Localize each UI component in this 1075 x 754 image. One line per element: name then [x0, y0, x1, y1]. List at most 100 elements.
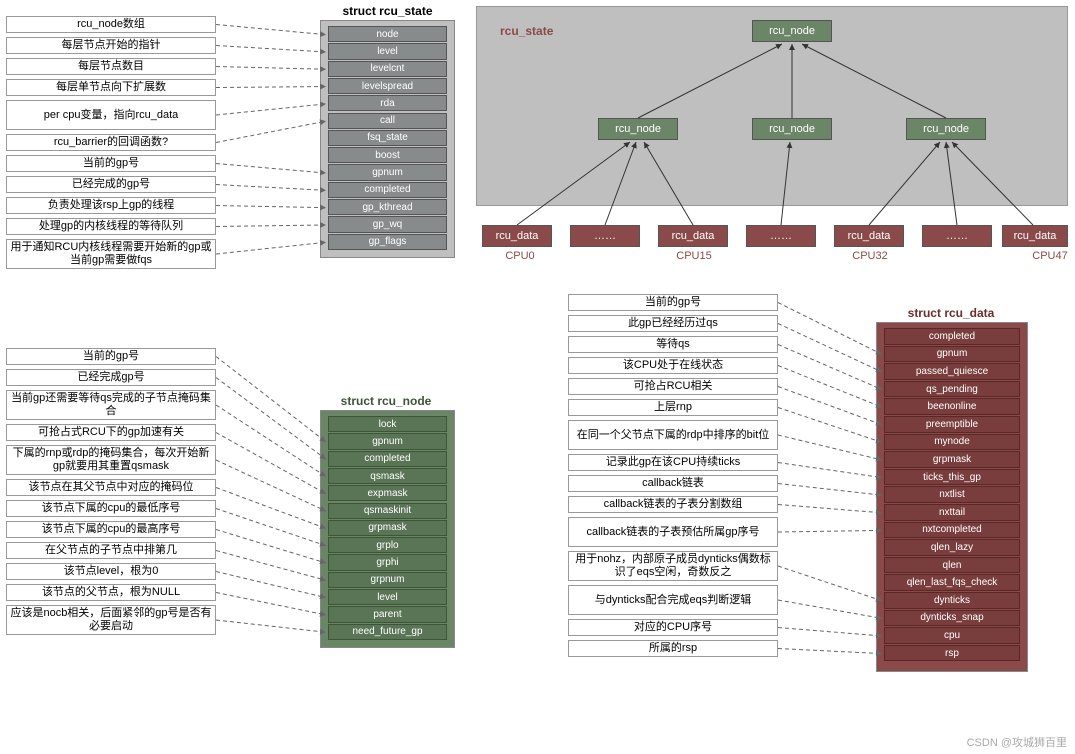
rcu-node-desc: 下属的rnp或rdp的掩码集合，每次开始新gp就要用其重置qsmask: [6, 445, 216, 475]
rcu-data-field: preemptible: [884, 416, 1020, 433]
tree-dots: ……: [746, 225, 816, 247]
rcu-state-desc: rcu_node数组: [6, 16, 216, 33]
rcu-data-field: rsp: [884, 645, 1020, 662]
rcu-data-field: nxtlist: [884, 486, 1020, 503]
rcu-state-field: fsq_state: [328, 130, 447, 146]
rcu-node-field: level: [328, 589, 447, 605]
rcu-data-field: qlen: [884, 557, 1020, 574]
rcu-state-label: rcu_state: [500, 24, 553, 38]
cpu-label: CPU15: [664, 250, 724, 262]
rcu-node-desc: 该节点的父节点，根为NULL: [6, 584, 216, 601]
rcu-node-title: struct rcu_node: [326, 394, 446, 408]
tree-data: rcu_data: [658, 225, 728, 247]
rcu-node-field: grplo: [328, 537, 447, 553]
tree-node: rcu_node: [906, 118, 986, 140]
tree-node: rcu_node: [752, 118, 832, 140]
rcu-node-field: completed: [328, 451, 447, 467]
rcu-state-field: gpnum: [328, 164, 447, 180]
rcu-node-desc: 该节点在其父节点中对应的掩码位: [6, 479, 216, 496]
tree-data: rcu_data: [482, 225, 552, 247]
rcu-state-field: gp_flags: [328, 234, 447, 250]
rcu-state-desc: per cpu变量，指向rcu_data: [6, 100, 216, 130]
rcu-state-field: levelcnt: [328, 61, 447, 77]
rcu-node-field: lock: [328, 416, 447, 432]
rcu-state-field: level: [328, 43, 447, 59]
rcu-data-desc: 此gp已经经历过qs: [568, 315, 778, 332]
rcu-node-desc: 可抢占式RCU下的gp加速有关: [6, 424, 216, 441]
rcu-data-desc: 与dynticks配合完成eqs判断逻辑: [568, 585, 778, 615]
tree-data: rcu_data: [1002, 225, 1068, 247]
rcu-node-field: grphi: [328, 554, 447, 570]
tree-dots: ……: [570, 225, 640, 247]
rcu-data-title: struct rcu_data: [886, 306, 1016, 320]
rcu-node-field: expmask: [328, 485, 447, 501]
rcu-data-field: ticks_this_gp: [884, 469, 1020, 486]
rcu-node-desc: 该节点下属的cpu的最高序号: [6, 521, 216, 538]
rcu-state-desc: 每层节点数目: [6, 58, 216, 75]
rcu-data-desc: 等待qs: [568, 336, 778, 353]
rcu-state-desc: 每层节点开始的指针: [6, 37, 216, 54]
cpu-label: CPU0: [490, 250, 550, 262]
tree-node: rcu_node: [598, 118, 678, 140]
rcu-state-desc: 用于通知RCU内核线程需要开始新的gp或当前gp需要做fqs: [6, 239, 216, 269]
rcu-state-title: struct rcu_state: [320, 4, 455, 18]
rcu-state-desc: 负责处理该rsp上gp的线程: [6, 197, 216, 214]
rcu-state-desc: 处理gp的内核线程的等待队列: [6, 218, 216, 235]
rcu-node-field: parent: [328, 606, 447, 622]
rcu-data-desc: 上层rnp: [568, 399, 778, 416]
rcu-data-field: dynticks_snap: [884, 610, 1020, 627]
rcu-node-field: grpmask: [328, 520, 447, 536]
rcu-state-desc: 每层单节点向下扩展数: [6, 79, 216, 96]
tree-root: rcu_node: [752, 20, 832, 42]
rcu-state-desc: 当前的gp号: [6, 155, 216, 172]
rcu-node-field: need_future_gp: [328, 624, 447, 640]
cpu-label: CPU47: [1020, 250, 1075, 262]
rcu-state-field: rda: [328, 95, 447, 111]
rcu-state-field: boost: [328, 147, 447, 163]
rcu-data-desc: callback链表的子表预估所属gp序号: [568, 517, 778, 547]
rcu-data-desc: 对应的CPU序号: [568, 619, 778, 636]
tree-data: rcu_data: [834, 225, 904, 247]
rcu-state-field: gp_kthread: [328, 199, 447, 215]
rcu-node-desc: 该节点下属的cpu的最低序号: [6, 500, 216, 517]
rcu-state-field: levelspread: [328, 78, 447, 94]
rcu-data-desc: 记录此gp在该CPU持续ticks: [568, 454, 778, 471]
rcu-node-desc: 在父节点的子节点中排第几: [6, 542, 216, 559]
rcu-node-desc: 当前gp还需要等待qs完成的子节点掩码集合: [6, 390, 216, 420]
tree-dots: ……: [922, 225, 992, 247]
rcu-state-desc: 已经完成的gp号: [6, 176, 216, 193]
rcu-node-field: grpnum: [328, 572, 447, 588]
rcu-state-field: gp_wq: [328, 216, 447, 232]
rcu-data-desc: 在同一个父节点下属的rdp中排序的bit位: [568, 420, 778, 450]
rcu-state-field: completed: [328, 182, 447, 198]
rcu-state-desc: rcu_barrier的回调函数?: [6, 134, 216, 151]
rcu-node-desc: 应该是nocb相关，后面紧邻的gp号是否有必要启动: [6, 605, 216, 635]
rcu-data-field: qlen_lazy: [884, 539, 1020, 556]
rcu-data-desc: 所属的rsp: [568, 640, 778, 657]
rcu-node-field: qsmaskinit: [328, 503, 447, 519]
rcu-data-field: passed_quiesce: [884, 363, 1020, 380]
rcu-data-field: nxttail: [884, 504, 1020, 521]
rcu-data-desc: 该CPU处于在线状态: [568, 357, 778, 374]
rcu-data-field: completed: [884, 328, 1020, 345]
rcu-node-field: qsmask: [328, 468, 447, 484]
rcu-data-field: beenonline: [884, 398, 1020, 415]
rcu-data-field: dynticks: [884, 592, 1020, 609]
rcu-data-desc: callback链表: [568, 475, 778, 492]
rcu-data-desc: 可抢占RCU相关: [568, 378, 778, 395]
rcu-data-field: mynode: [884, 434, 1020, 451]
rcu-state-field: call: [328, 113, 447, 129]
rcu-node-desc: 已经完成gp号: [6, 369, 216, 386]
watermark: CSDN @攻城狮百里: [967, 734, 1067, 750]
rcu-data-field: qlen_last_fqs_check: [884, 574, 1020, 591]
rcu-node-desc: 当前的gp号: [6, 348, 216, 365]
rcu-data-field: nxtcompleted: [884, 522, 1020, 539]
rcu-data-desc: 当前的gp号: [568, 294, 778, 311]
rcu-data-field: cpu: [884, 627, 1020, 644]
rcu-data-desc: callback链表的子表分割数组: [568, 496, 778, 513]
rcu-data-field: qs_pending: [884, 381, 1020, 398]
rcu-state-field: node: [328, 26, 447, 42]
rcu-data-field: gpnum: [884, 346, 1020, 363]
cpu-label: CPU32: [840, 250, 900, 262]
rcu-node-field: gpnum: [328, 433, 447, 449]
